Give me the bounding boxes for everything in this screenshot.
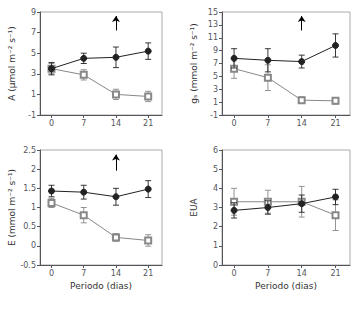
svg-text:3: 3 bbox=[31, 69, 36, 78]
svg-text:5: 5 bbox=[213, 72, 218, 81]
svg-text:-1: -1 bbox=[210, 111, 218, 120]
svg-text:7: 7 bbox=[81, 119, 86, 128]
svg-text:0.5: 0.5 bbox=[23, 222, 36, 231]
svg-text:6: 6 bbox=[213, 146, 218, 155]
svg-text:2: 2 bbox=[213, 222, 218, 231]
svg-text:1: 1 bbox=[31, 203, 36, 212]
svg-text:9: 9 bbox=[31, 8, 36, 17]
svg-text:-1: -1 bbox=[28, 111, 36, 120]
svg-text:5: 5 bbox=[213, 165, 218, 174]
svg-text:15: 15 bbox=[208, 8, 218, 17]
svg-text:3: 3 bbox=[213, 203, 218, 212]
svg-text:1: 1 bbox=[213, 241, 218, 250]
svg-text:0: 0 bbox=[232, 119, 237, 128]
svg-text:0: 0 bbox=[49, 119, 54, 128]
svg-text:3: 3 bbox=[213, 85, 218, 94]
svg-text:2.5: 2.5 bbox=[23, 146, 36, 155]
svg-text:4: 4 bbox=[213, 184, 218, 193]
svg-text:0: 0 bbox=[49, 269, 54, 278]
svg-text:Periodo (dias): Periodo (dias) bbox=[255, 281, 317, 291]
svg-text:9: 9 bbox=[213, 46, 218, 55]
svg-text:7: 7 bbox=[31, 28, 36, 37]
svg-text:EUA: EUA bbox=[189, 197, 199, 216]
svg-text:Periodo (dias): Periodo (dias) bbox=[70, 281, 132, 291]
svg-text:14: 14 bbox=[111, 269, 121, 278]
svg-text:2: 2 bbox=[31, 165, 36, 174]
svg-text:14: 14 bbox=[111, 119, 121, 128]
svg-text:A (μmol m⁻² s⁻¹): A (μmol m⁻² s⁻¹) bbox=[7, 26, 17, 100]
svg-text:14: 14 bbox=[297, 269, 307, 278]
svg-text:21: 21 bbox=[143, 119, 153, 128]
svg-text:gₛ (mmol m⁻² s⁻¹): gₛ (mmol m⁻² s⁻¹) bbox=[189, 23, 199, 103]
svg-text:1: 1 bbox=[213, 98, 218, 107]
svg-text:-0.5: -0.5 bbox=[20, 261, 36, 270]
svg-text:11: 11 bbox=[208, 33, 218, 42]
svg-text:7: 7 bbox=[213, 59, 218, 68]
svg-text:E (mmol m⁻² s⁻¹): E (mmol m⁻² s⁻¹) bbox=[7, 169, 17, 246]
svg-text:13: 13 bbox=[208, 20, 218, 29]
svg-text:21: 21 bbox=[330, 269, 340, 278]
svg-text:1.5: 1.5 bbox=[23, 184, 36, 193]
svg-text:5: 5 bbox=[31, 49, 36, 58]
svg-text:7: 7 bbox=[265, 119, 270, 128]
svg-text:21: 21 bbox=[143, 269, 153, 278]
svg-text:7: 7 bbox=[265, 269, 270, 278]
svg-text:21: 21 bbox=[330, 119, 340, 128]
svg-text:0: 0 bbox=[213, 261, 218, 270]
svg-text:7: 7 bbox=[81, 269, 86, 278]
svg-text:0: 0 bbox=[31, 241, 36, 250]
svg-text:1: 1 bbox=[31, 90, 36, 99]
svg-text:14: 14 bbox=[297, 119, 307, 128]
svg-text:0: 0 bbox=[232, 269, 237, 278]
